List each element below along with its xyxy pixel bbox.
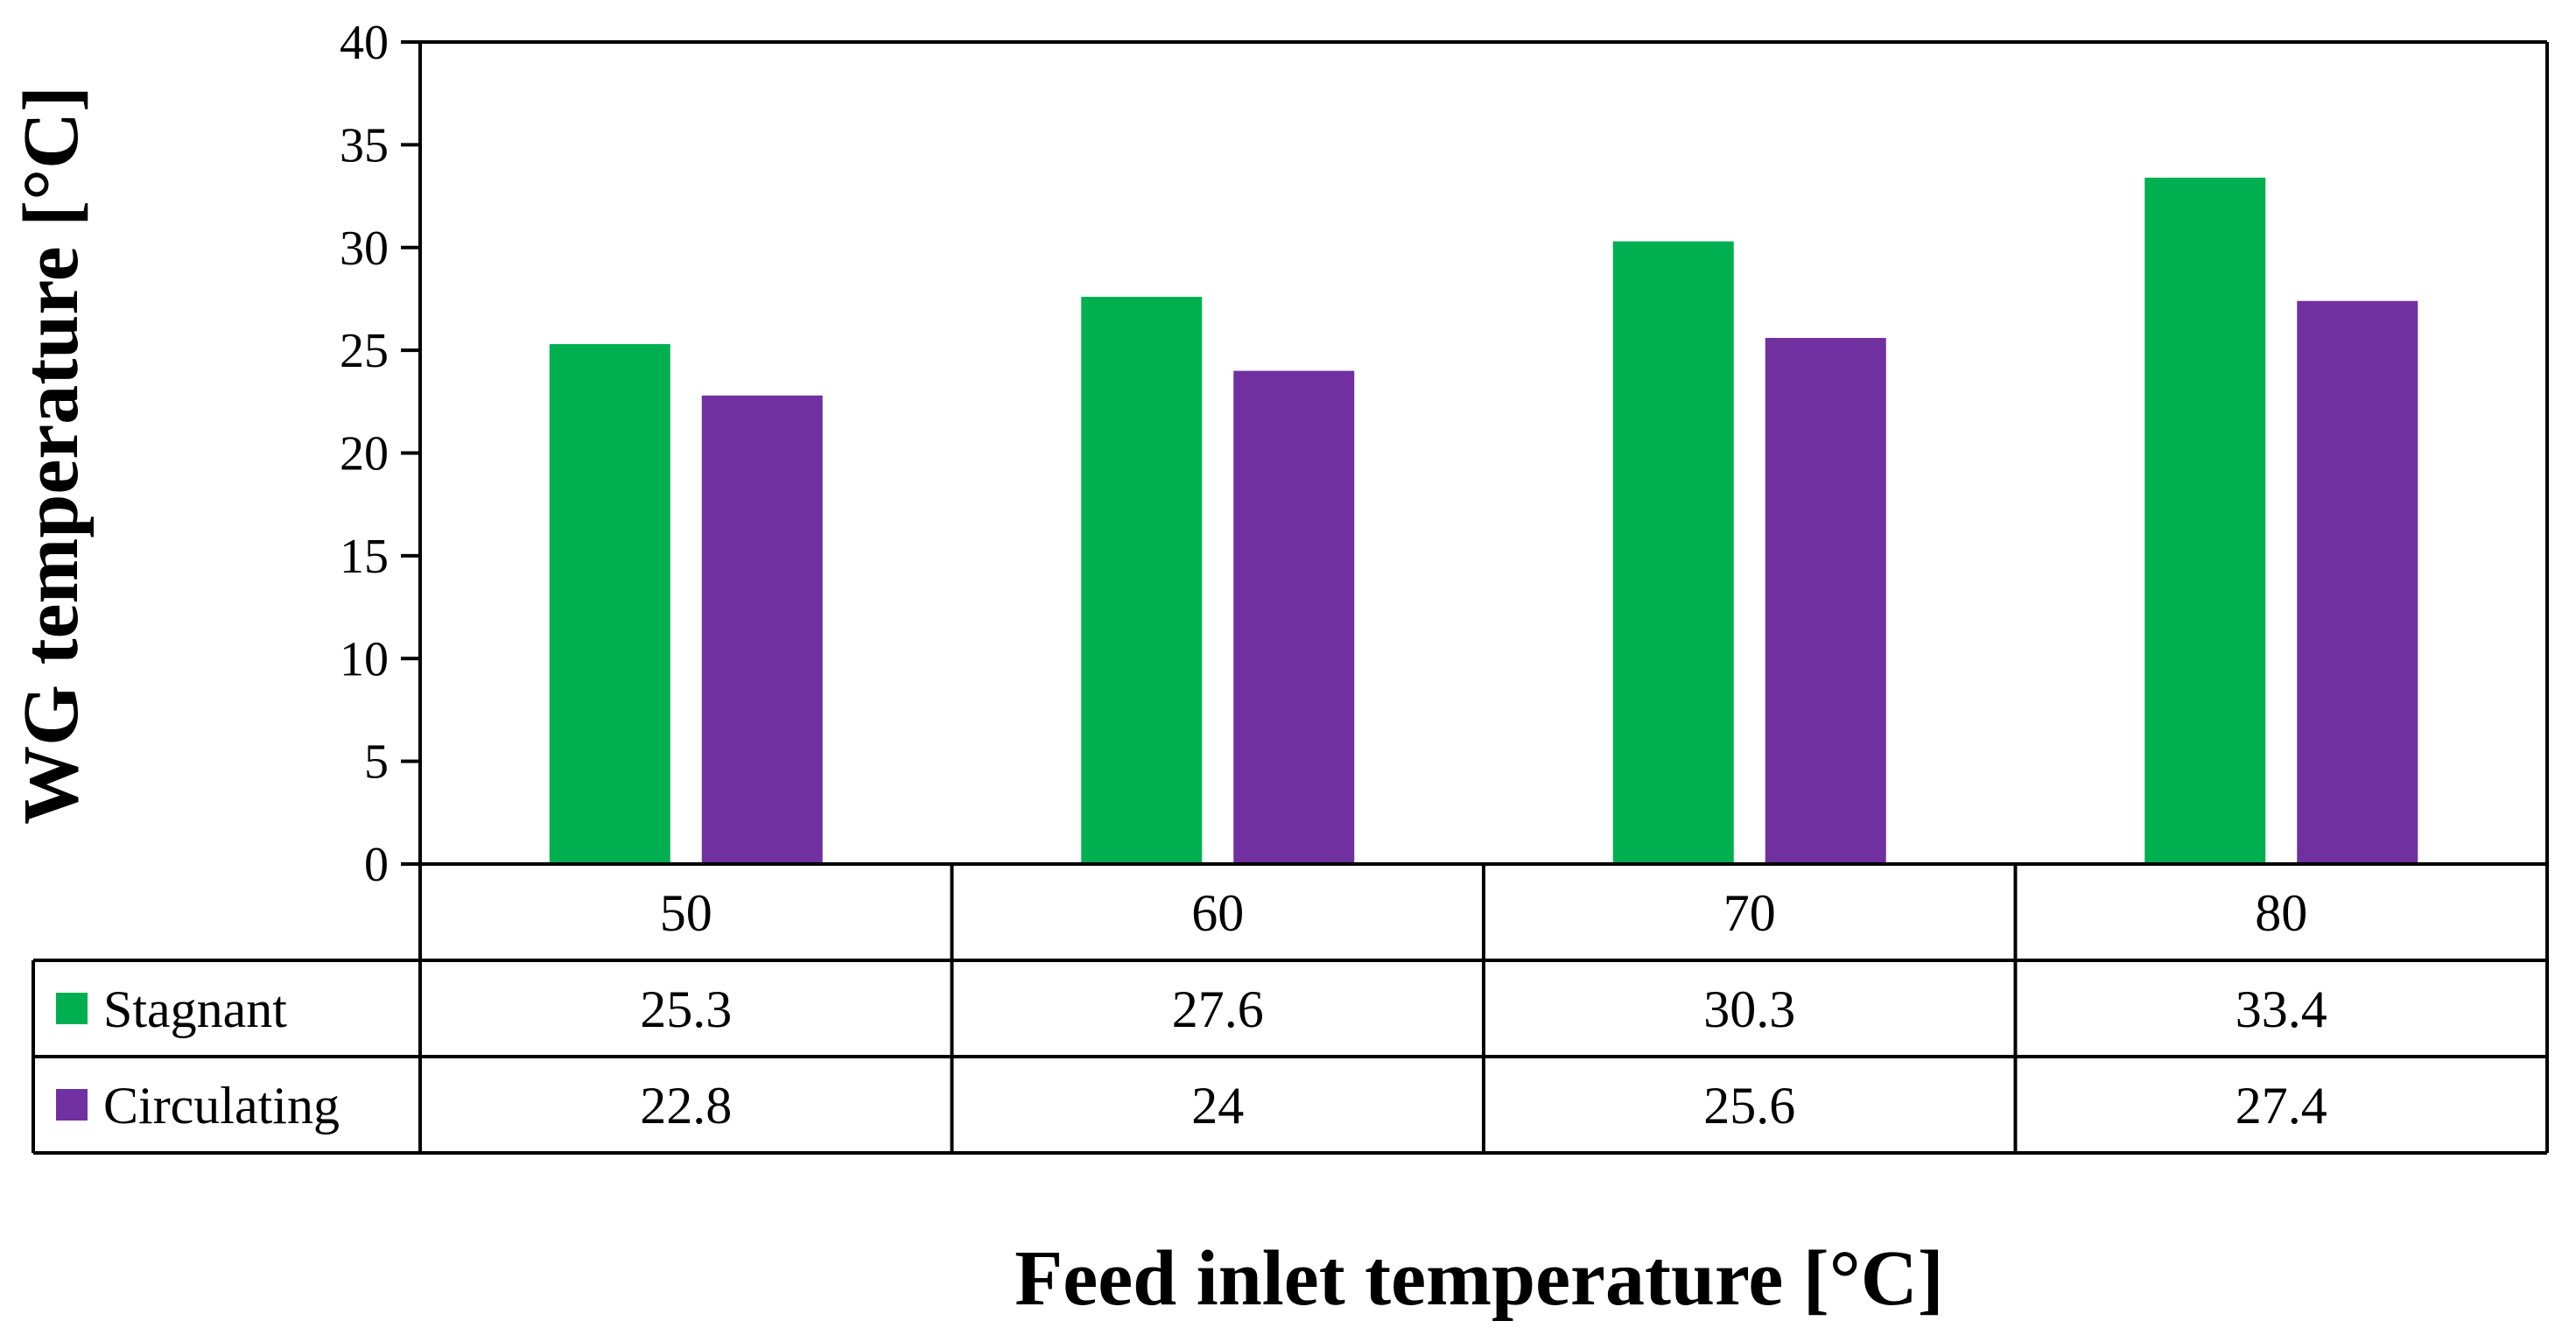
y-tick-label: 5: [364, 735, 389, 790]
y-tick-label: 40: [340, 16, 389, 70]
bar-stagnant-70: [1612, 241, 1734, 864]
table-cell-value: 27.6: [1172, 980, 1264, 1038]
legend-label-circulating: Circulating: [103, 1077, 340, 1135]
table-cell-value: 27.4: [2236, 1077, 2327, 1135]
y-axis-title: WG temperature [°C]: [8, 86, 95, 825]
table-cell-value: 30.3: [1703, 980, 1795, 1038]
y-axis-ticks: 0 5 10 15 20 25 30 35 40: [340, 16, 420, 892]
table-cell-value: 22.8: [640, 1077, 732, 1135]
y-tick-label: 10: [340, 632, 389, 686]
bar-stagnant-80: [2144, 177, 2266, 864]
bar-stagnant-50: [549, 344, 670, 864]
legend-swatch-circulating: [56, 1089, 88, 1121]
x-category-label: 60: [1191, 884, 1244, 942]
bars: [549, 177, 2418, 865]
bar-circulating-50: [701, 395, 823, 864]
table-cell-value: 24: [1191, 1077, 1244, 1135]
table-cell-value: 25.6: [1703, 1077, 1795, 1135]
y-tick-label: 35: [340, 118, 389, 172]
y-tick-label: 0: [364, 838, 389, 892]
y-tick-label: 25: [340, 324, 389, 378]
x-category-label: 50: [660, 884, 712, 942]
table-cell-value: 25.3: [640, 980, 732, 1038]
bar-stagnant-60: [1081, 297, 1203, 865]
bar-circulating-80: [2297, 300, 2418, 864]
table-cell-value: 33.4: [2236, 980, 2327, 1038]
bar-circulating-60: [1233, 370, 1355, 865]
legend-label-stagnant: Stagnant: [103, 980, 287, 1038]
data-table: 50 60 70 80 Stagnant 25.3 27.6 30.3 33.4 Circulat…: [32, 862, 2549, 1155]
legend-swatch-stagnant: [56, 993, 88, 1024]
x-category-label: 80: [2255, 884, 2307, 942]
bar-circulating-70: [1765, 338, 1886, 864]
x-category-label: 70: [1723, 884, 1776, 942]
y-tick-label: 20: [340, 427, 389, 481]
y-tick-label: 15: [340, 530, 389, 584]
plot-frame: [418, 40, 2549, 864]
x-axis-title: Feed inlet temperature [°C]: [1014, 1235, 1943, 1322]
y-tick-label: 30: [340, 221, 389, 276]
